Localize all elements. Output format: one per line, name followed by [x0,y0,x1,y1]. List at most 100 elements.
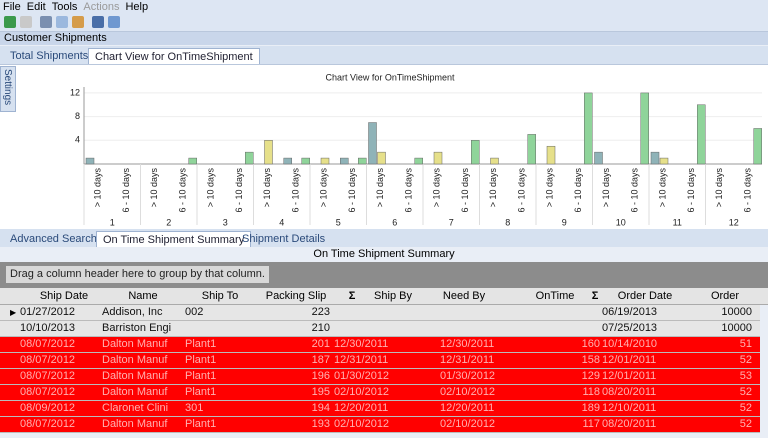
grid-cell: 189 [581,402,600,414]
column-header[interactable]: OnTime [535,290,575,302]
grid-row[interactable]: 10/10/2013 Barriston Engi 210 07/25/2013 100… [0,321,760,337]
settings-tab[interactable]: Settings [0,66,16,112]
tab[interactable]: On Time Shipment Summary [96,231,252,248]
x-tick-label: 6 - 10 days [290,168,300,213]
grid-cell: 117 [582,418,600,430]
y-tick-label: 12 [70,87,80,97]
grid-row[interactable]: 08/07/2012 Dalton Manuf Plant1 193 02/10/201… [0,417,760,433]
tab[interactable]: Total Shipments [10,50,89,62]
grid-cell: Dalton Manuf [102,370,168,382]
grid-cell: 51 [739,338,752,350]
preview-button[interactable] [108,16,120,28]
paste-button[interactable] [72,16,84,28]
grid-cell: 196 [311,370,330,382]
bar [283,157,292,165]
x-tick-label: > 10 days [714,168,724,208]
row-indicator: ▶ [10,308,17,317]
x-tick-label: > 10 days [545,168,555,208]
column-header[interactable]: Name [128,290,158,302]
column-header[interactable]: Packing Slip [265,290,327,302]
menu-item[interactable]: Tools [51,1,78,13]
grid-row[interactable]: 08/07/2012 Dalton Manuf Plant1 195 02/10/201… [0,385,760,401]
bar [414,157,423,165]
grid-cell: Dalton Manuf [102,418,168,430]
column-header[interactable]: Ship Date [39,290,89,302]
grid-cell: 12/01/2011 [602,370,657,382]
grid-row[interactable]: 08/07/2012 Dalton Manuf Plant1 187 12/31/201… [0,353,760,369]
grid-cell: 187 [311,354,330,366]
x-tick-label: > 10 days [149,168,159,208]
grid-cell: 223 [311,306,330,318]
x-tick-label: > 10 days [601,168,611,208]
column-header[interactable]: Need By [442,290,486,302]
grid-cell: 10/14/2010 [602,338,658,350]
tab[interactable]: Advanced Search [10,233,97,245]
x-tick-label: 6 - 10 days [516,168,526,213]
grid-row[interactable]: 08/07/2012 Dalton Manuf Plant1 201 12/30/201… [0,337,760,353]
column-header[interactable]: Order Date [617,290,673,302]
column-header[interactable]: Ship To [201,290,239,302]
grid-cell: 160 [581,338,600,350]
grid-cell: 08/07/2012 [20,338,76,350]
grid-cell: 08/07/2012 [20,370,76,382]
cut-button[interactable] [40,16,52,28]
grid-row[interactable]: ▶ 01/27/2012 Addison, Inc 002 223 06/19/2013 1… [0,305,760,321]
grid-cell: 12/30/2011 [440,338,495,350]
column-header[interactable]: Order [710,290,740,302]
grid-cell: 201 [311,338,330,350]
grid-cell: 193 [311,418,330,430]
group-label: 10 [616,217,626,227]
column-header[interactable]: Ship By [374,290,412,302]
edit-button[interactable] [20,16,32,28]
grid-row[interactable]: 08/09/2012 Claronet Clini 301 194 12/20/2011… [0,401,760,417]
grid-cell: 07/25/2013 [602,322,658,334]
x-tick-label: 6 - 10 days [742,168,752,213]
y-tick-label: 4 [75,135,80,145]
refresh-button[interactable] [4,16,16,28]
copy-button[interactable] [56,16,68,28]
grid-cell: 194 [311,402,330,414]
x-tick-label: > 10 days [93,168,103,208]
tab[interactable]: Shipment Details [242,233,326,245]
bar [546,145,556,165]
grid-row[interactable]: 08/07/2012 Dalton Manuf Plant1 196 01/30/201… [0,369,760,385]
group-label: 4 [279,217,284,227]
menu-item[interactable]: Actions [83,1,120,13]
grid-cell: 02/10/2012 [440,386,496,398]
group-hint: Drag a column header here to group by th… [6,266,269,283]
menu-item[interactable]: Help [125,1,149,13]
grid-cell: 52 [739,354,752,366]
top-tabs: Total Shipments Chart View for OnTimeShip… [0,46,768,65]
x-tick-label: 6 - 10 days [403,168,413,213]
bar [490,157,499,165]
x-tick-label: 6 - 10 days [460,168,470,213]
save-button[interactable] [92,16,104,28]
x-tick-label: > 10 days [319,168,329,208]
x-tick-label: 6 - 10 days [573,168,583,213]
x-tick-label: 6 - 10 days [347,168,357,213]
bar [377,151,386,165]
grid-cell: Plant1 [185,354,217,366]
bar [188,157,197,165]
tab[interactable]: Chart View for OnTimeShipment [88,48,260,65]
menu-item[interactable]: Edit [26,1,46,13]
group-label: 8 [505,217,510,227]
grid-cell: 10/10/2013 [20,322,76,334]
bar [650,151,660,165]
grid-cell: 118 [582,386,600,398]
window-title: Customer Shipments [0,32,768,45]
grid-cell: 01/30/2012 [440,370,496,382]
grid-cell: Dalton Manuf [102,386,168,398]
menu-item[interactable]: File [3,1,21,13]
x-tick-label: > 10 days [375,168,385,208]
toolbar [0,14,768,32]
bar [85,157,95,165]
grid-cell: 01/27/2012 [20,306,76,318]
column-header[interactable]: Σ [348,290,356,302]
column-header[interactable]: Σ [591,290,599,302]
grid-cell: 12/20/2011 [334,402,389,414]
group-label: 5 [336,217,341,227]
grid-cell: 210 [311,322,330,334]
